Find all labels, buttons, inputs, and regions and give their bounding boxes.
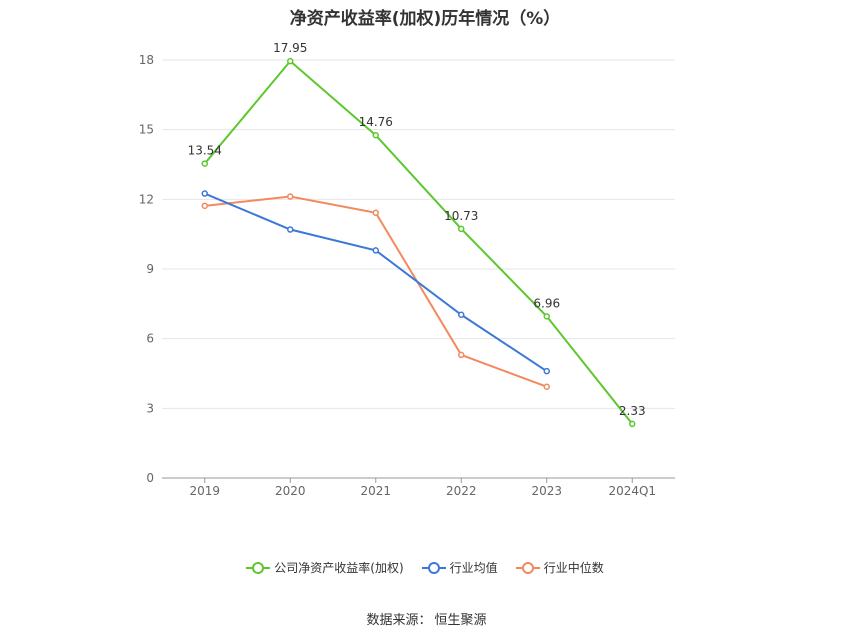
y-tick-label: 18 xyxy=(139,53,154,67)
legend-label: 行业中位数 xyxy=(543,561,604,575)
legend-item[interactable]: 行业中位数 xyxy=(515,559,604,576)
data-point xyxy=(458,225,465,233)
x-tick-label: 2023 xyxy=(531,484,562,498)
data-point xyxy=(287,57,294,65)
y-tick-label: 3 xyxy=(146,401,154,415)
y-tick-label: 9 xyxy=(146,262,154,276)
legend-swatch-icon xyxy=(421,561,446,574)
data-label: 13.54 xyxy=(188,144,222,158)
legend-item[interactable]: 公司净资产收益率(加权) xyxy=(246,559,404,576)
data-point xyxy=(287,226,294,233)
data-label: 10.73 xyxy=(444,209,478,223)
data-label: 6.96 xyxy=(533,296,560,310)
data-point xyxy=(543,383,550,390)
data-point xyxy=(201,202,208,210)
legend-label: 行业均值 xyxy=(449,561,498,575)
series-line xyxy=(204,192,548,373)
y-tick-label: 6 xyxy=(146,332,154,346)
data-point xyxy=(372,247,379,254)
data-point xyxy=(543,367,550,375)
y-tick-label: 0 xyxy=(146,471,154,485)
x-tick-label: 2024Q1 xyxy=(608,484,656,498)
legend: 公司净资产收益率(加权) 行业均值 行业中位数 xyxy=(0,559,850,576)
legend-swatch-icon xyxy=(246,561,271,574)
legend-swatch-icon xyxy=(515,561,540,574)
x-tick-label: 2022 xyxy=(446,484,477,498)
legend-label: 公司净资产收益率(加权) xyxy=(274,561,404,575)
data-point xyxy=(543,313,550,320)
legend-item[interactable]: 行业均值 xyxy=(421,559,498,576)
x-tick-label: 2021 xyxy=(360,484,391,498)
data-label: 14.76 xyxy=(359,115,393,129)
series-line xyxy=(204,195,548,388)
data-point xyxy=(287,193,294,200)
data-point xyxy=(201,160,208,167)
series-line xyxy=(203,59,634,425)
data-label: 17.95 xyxy=(273,41,307,55)
y-tick-label: 12 xyxy=(139,192,154,206)
source-label: 数据来源： xyxy=(366,613,432,628)
data-source: 数据来源： 恒生聚源 xyxy=(0,609,850,628)
y-tick-label: 15 xyxy=(139,123,154,137)
x-tick-label: 2019 xyxy=(189,484,220,498)
data-point xyxy=(372,131,379,139)
data-point xyxy=(201,190,208,197)
source-name: 恒生聚源 xyxy=(434,613,487,628)
data-point xyxy=(458,311,465,318)
data-point xyxy=(629,420,636,428)
data-point xyxy=(458,351,465,359)
data-point xyxy=(372,209,379,217)
chart-title: 净资产收益率(加权)历年情况（%） xyxy=(289,9,561,29)
x-tick-label: 2020 xyxy=(275,484,306,498)
data-label: 2.33 xyxy=(619,404,646,418)
